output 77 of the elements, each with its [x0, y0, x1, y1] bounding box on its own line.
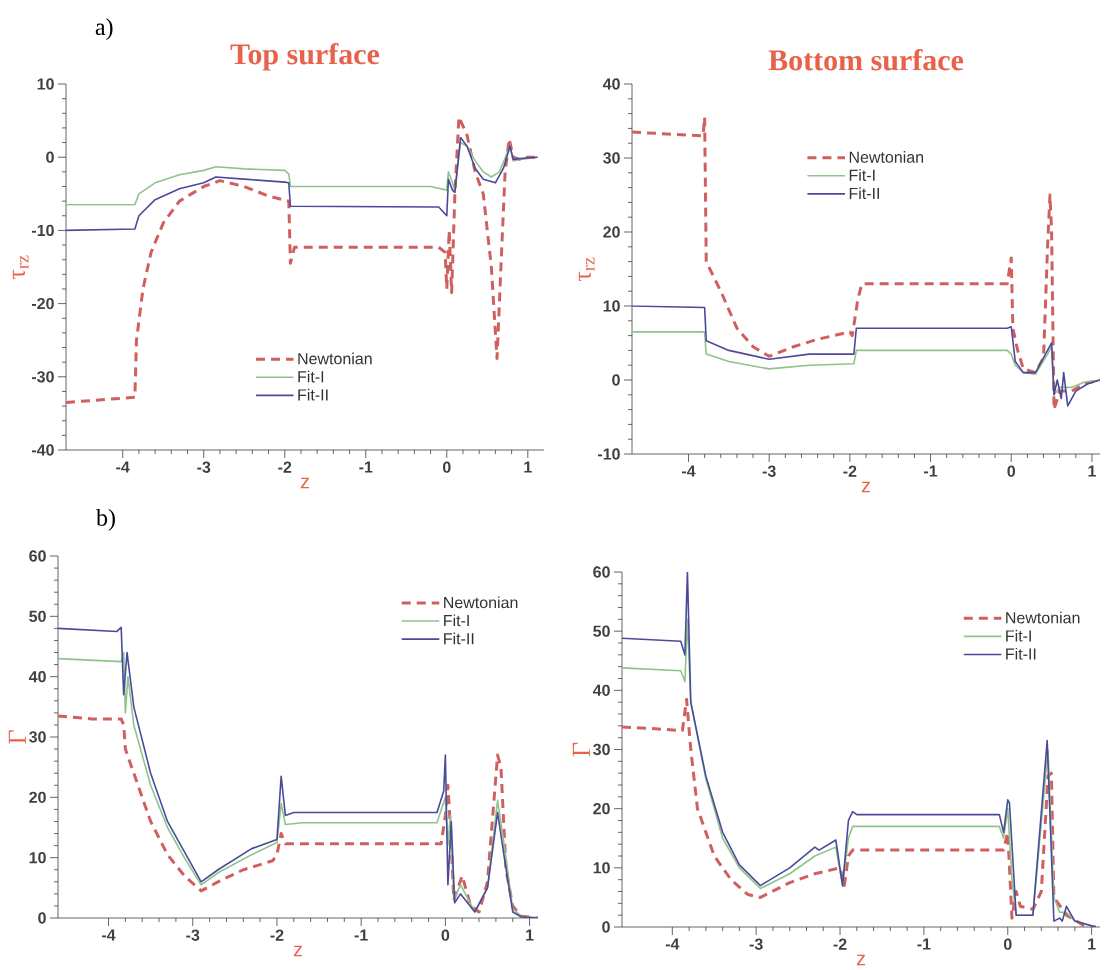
y-tick-label: 0 — [602, 921, 610, 933]
y-tick-label: 40 — [592, 684, 610, 697]
legend-label: Fit-II — [444, 632, 474, 645]
y-tick-label: -40 — [31, 444, 54, 456]
y-tick-label: 50 — [29, 610, 46, 623]
x-axis-title: z — [861, 481, 871, 493]
x-tick-label: -2 — [278, 461, 292, 473]
y-axis-title: Γ — [572, 742, 590, 757]
y-axis-title: Γ — [8, 730, 26, 744]
line-series — [632, 331, 1101, 396]
y-tick-label: 60 — [593, 566, 610, 578]
x-tick-label: -4 — [102, 929, 116, 941]
x-tick-label: -3 — [749, 938, 763, 950]
legend-label: Fit-I — [1006, 629, 1031, 642]
x-tick-label: -1 — [354, 929, 368, 941]
y-tick-label: 30 — [603, 152, 620, 164]
x-tick-label: -3 — [197, 461, 211, 473]
x-axis-title: z — [856, 954, 866, 966]
y-tick-label: 60 — [29, 550, 46, 562]
y-tick-label: 30 — [593, 743, 610, 756]
y-tick-label: -30 — [31, 371, 54, 383]
y-tick-label: 10 — [593, 862, 610, 874]
line-series — [632, 305, 1101, 407]
y-tick-label: 10 — [29, 852, 46, 864]
legend-label: Newtonian — [849, 151, 924, 163]
legend-label: Fit-II — [298, 388, 328, 401]
y-tick-label: 10 — [37, 78, 54, 90]
y-tick-label: 20 — [603, 226, 620, 238]
x-tick-label: -1 — [917, 938, 931, 950]
legend-label: Fit-II — [849, 187, 879, 200]
y-tick-label: -10 — [597, 448, 620, 460]
y-axis-title: τ$_{rz}$ — [578, 257, 595, 281]
x-tick-label: -1 — [359, 461, 373, 473]
x-axis-title: z — [300, 477, 310, 489]
chart-title: Top surface — [230, 42, 380, 71]
x-tick-label: -2 — [270, 929, 284, 941]
text: b) — [96, 508, 115, 531]
legend-label: Newtonian — [298, 352, 372, 365]
x-tick-label: -2 — [833, 938, 847, 950]
x-tick-label: 0 — [1007, 465, 1016, 477]
legend-label: Newtonian — [1006, 611, 1080, 624]
x-tick-label: -4 — [116, 461, 130, 473]
y-tick-label: 20 — [29, 791, 46, 804]
x-tick-label: -1 — [924, 465, 938, 477]
x-tick-label: 0 — [442, 461, 451, 473]
legend-label: Fit-I — [444, 614, 469, 627]
x-tick-label: -3 — [186, 929, 200, 941]
x-tick-label: 0 — [441, 929, 450, 941]
legend-label: Fit-I — [849, 169, 875, 181]
y-tick-label: 0 — [38, 912, 46, 924]
chart-title: Bottom surface — [768, 48, 964, 71]
x-tick-label: -4 — [665, 938, 680, 950]
x-tick-label: -3 — [762, 465, 776, 477]
y-axis-title: τ$_{rz}$ — [12, 255, 29, 279]
legend-label: Fit-II — [1006, 647, 1036, 660]
y-tick-label: 40 — [602, 78, 620, 90]
legend-label: Newtonian — [444, 596, 518, 609]
y-tick-label: 0 — [46, 151, 54, 163]
y-tick-label: 50 — [593, 625, 610, 637]
legend-label: Fit-I — [298, 370, 324, 383]
y-tick-label: -10 — [31, 224, 54, 237]
x-tick-label: 1 — [526, 929, 534, 941]
x-tick-label: 1 — [1088, 938, 1096, 950]
x-tick-label: 0 — [1003, 938, 1012, 950]
x-tick-label: 1 — [1088, 465, 1096, 477]
y-tick-label: 0 — [612, 374, 620, 386]
x-tick-label: 1 — [524, 461, 532, 473]
x-tick-label: -4 — [682, 465, 696, 477]
text: a) — [95, 18, 113, 40]
y-tick-label: 20 — [593, 803, 610, 815]
y-tick-label: -20 — [31, 297, 54, 310]
line-series — [66, 136, 539, 232]
y-tick-label: 30 — [29, 731, 46, 743]
x-tick-label: -2 — [843, 465, 857, 477]
x-axis-title: z — [293, 945, 303, 957]
y-tick-label: 40 — [28, 671, 46, 683]
y-tick-label: 10 — [603, 300, 620, 312]
